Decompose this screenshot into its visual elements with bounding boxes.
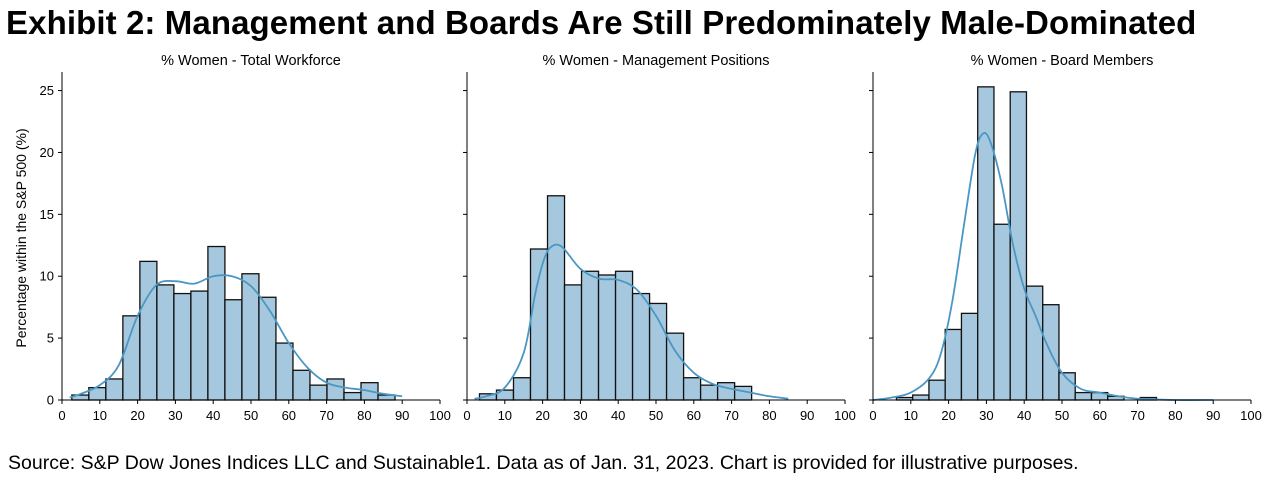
panel-1-x-tick-label: 30: [168, 408, 182, 423]
panel-2-bar: [563, 284, 583, 401]
panel-3-x-tick-label: 60: [1093, 408, 1107, 423]
panel-2-bar: [597, 274, 617, 401]
panel-1-bar: [326, 378, 345, 401]
panel-2-x-tick-label: 70: [724, 408, 738, 423]
panel-2-x-tick-label: 100: [834, 408, 856, 423]
panel-1-bar: [139, 260, 158, 401]
exhibit-title: Exhibit 2: Management and Boards Are Sti…: [6, 4, 1197, 41]
panel-2-bar: [716, 382, 736, 401]
panel-2-bar: [631, 292, 651, 401]
panel-1-x-tick-label: 70: [319, 408, 333, 423]
panel-3-bar: [928, 379, 946, 401]
panel-3-bar: [944, 328, 963, 401]
panel-2-x-tick-label: 90: [800, 408, 814, 423]
panel-3-kde-line: [872, 132, 1214, 401]
panel-1-x-tick-label: 80: [357, 408, 371, 423]
panel-1-y-tick-label: 15: [40, 207, 54, 222]
panel-1-bar: [105, 378, 124, 401]
panel-1-bar: [309, 384, 328, 401]
panel-1-x-tick-label: 20: [130, 408, 144, 423]
panel-3-x-tick-label: 10: [904, 408, 918, 423]
panel-1-y-tick-label: 10: [40, 269, 54, 284]
panel-3-bar: [993, 223, 1011, 401]
panel-3-bar: [1058, 372, 1076, 401]
panel-1-bar: [258, 296, 277, 401]
panel-1-y-tick-label: 20: [40, 145, 54, 160]
panel-2-x-tick-label: 30: [573, 408, 587, 423]
panel-1-y-tick-label: 0: [47, 393, 54, 408]
panel-2-x-tick-label: 0: [463, 408, 470, 423]
panel-2-x-tick-label: 40: [611, 408, 625, 423]
panel-2-bar: [699, 384, 719, 401]
panel-1-bar: [275, 342, 294, 401]
panel-1-x-tick-label: 40: [206, 408, 220, 423]
panel-3-title: % Women - Board Members: [971, 53, 1154, 69]
panel-2-kde-line: [474, 243, 789, 400]
y-axis-label: Percentage within the S&P 500 (%): [13, 128, 29, 347]
panel-2-x-tick-label: 60: [687, 408, 701, 423]
panel-2-bar: [614, 270, 634, 401]
panel-3-x-tick-label: 20: [941, 408, 955, 423]
panel-1-bar: [122, 315, 141, 401]
panel-3-bar: [912, 394, 930, 401]
panel-2-bar: [682, 377, 702, 401]
panel-2-x-tick-label: 20: [535, 408, 549, 423]
panel-1-y-tick-label: 25: [40, 83, 54, 98]
panel-2-bar: [580, 270, 600, 401]
panel-1-x-tick-label: 0: [58, 408, 65, 423]
panel-2-title: % Women - Management Positions: [542, 53, 769, 69]
panel-1-bar: [343, 391, 362, 401]
panel-1-kde-line: [69, 274, 403, 399]
panel-2-bar: [529, 248, 549, 401]
panel-1-x-tick-label: 10: [93, 408, 107, 423]
panel-1-x-tick-label: 60: [282, 408, 296, 423]
panel-1-bar: [292, 369, 311, 401]
panel-2-x-tick-label: 80: [762, 408, 776, 423]
panel-1-title: % Women - Total Workforce: [161, 53, 341, 69]
panel-3-x-tick-label: 90: [1206, 408, 1220, 423]
panel-2-x-tick-label: 50: [649, 408, 663, 423]
panel-1-x-tick-label: 90: [395, 408, 409, 423]
panel-2-bar: [546, 195, 566, 401]
panel-1-bar: [224, 299, 243, 401]
panel-3-x-tick-label: 70: [1130, 408, 1144, 423]
panel-2-bar: [665, 332, 685, 401]
panel-1-y-tick-label: 5: [47, 331, 54, 346]
panel-2-bar: [512, 377, 532, 401]
source-note: Source: S&P Dow Jones Indices LLC and Su…: [8, 452, 1079, 474]
panel-3-x-tick-label: 100: [1240, 408, 1262, 423]
panel-3-x-tick-label: 0: [869, 408, 876, 423]
panel-1-bar: [207, 245, 226, 401]
panel-1-bar: [173, 292, 192, 401]
panel-3-bar: [1074, 391, 1093, 401]
panel-1-x-tick-label: 100: [429, 408, 451, 423]
panel-1-x-tick-label: 50: [244, 408, 258, 423]
panel-3-x-tick-label: 50: [1055, 408, 1069, 423]
panel-1-bar: [190, 290, 209, 401]
panel-3-x-tick-label: 40: [1017, 408, 1031, 423]
panel-3-x-tick-label: 30: [979, 408, 993, 423]
panel-2-x-tick-label: 10: [498, 408, 512, 423]
panel-3-x-tick-label: 80: [1168, 408, 1182, 423]
panel-3-bar: [960, 312, 979, 401]
panel-1-bar: [156, 284, 175, 401]
histogram-panels: Percentage within the S&P 500 (%) % Wome…: [13, 53, 1262, 423]
